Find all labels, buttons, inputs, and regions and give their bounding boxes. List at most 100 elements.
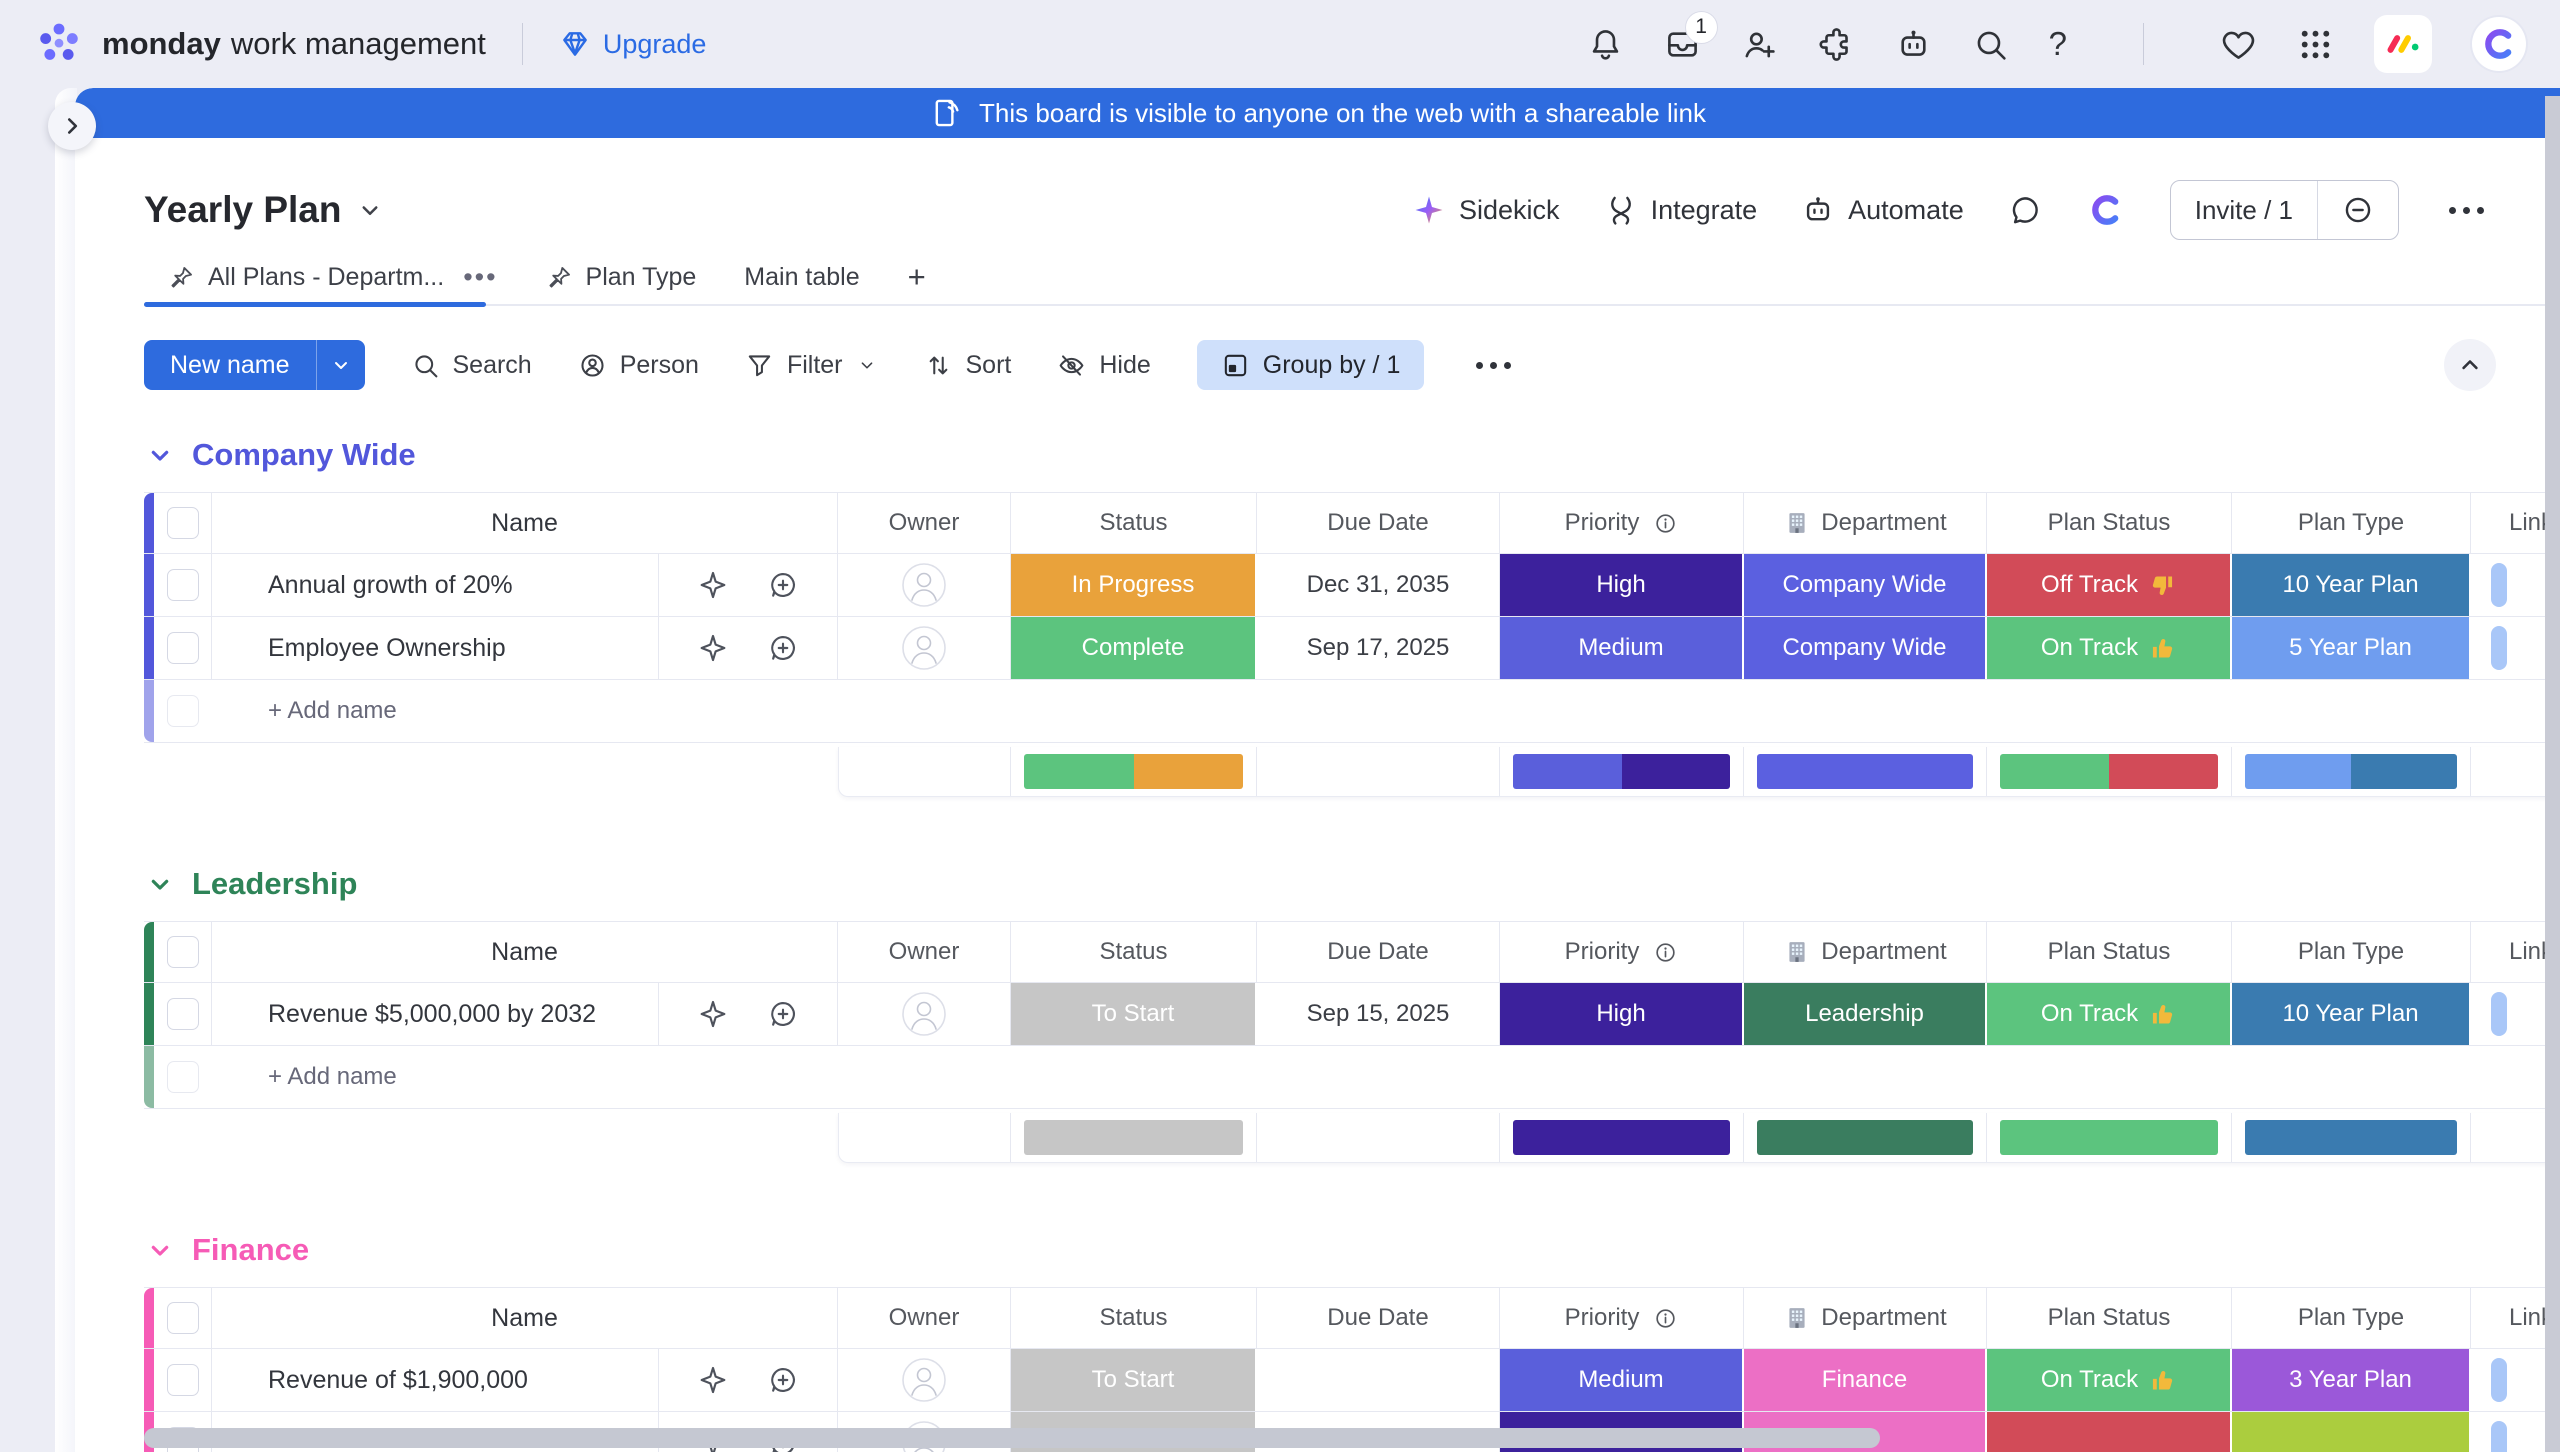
column-header-status[interactable]: Status (1011, 922, 1257, 982)
column-header-due-date[interactable]: Due Date (1257, 1288, 1500, 1348)
column-header-name[interactable]: Name (212, 493, 838, 553)
integrate-button[interactable]: Integrate (1604, 193, 1757, 227)
ai-sparkle-icon[interactable] (697, 1364, 729, 1396)
info-icon[interactable] (1653, 511, 1678, 536)
select-all-checkbox[interactable] (166, 507, 199, 539)
hide-tool[interactable]: Hide (1057, 351, 1151, 380)
link-button[interactable] (2491, 992, 2507, 1036)
tab-all-plans[interactable]: All Plans - Departm... ••• (144, 248, 522, 306)
apps-marketplace-button[interactable] (1818, 26, 1855, 63)
search-button[interactable] (1972, 26, 2009, 63)
whats-new-button[interactable] (2220, 26, 2257, 63)
column-header-priority[interactable]: Priority (1500, 922, 1744, 982)
status-cell[interactable]: To Start (1011, 983, 1257, 1045)
due-date-cell[interactable]: Sep 15, 2025 (1257, 983, 1500, 1045)
column-header-plan-type[interactable]: Plan Type (2232, 493, 2471, 553)
info-icon[interactable] (1653, 940, 1678, 965)
due-date-cell[interactable]: Sep 17, 2025 (1257, 617, 1500, 679)
new-item-button[interactable]: New name (170, 350, 290, 379)
group-collapse-icon[interactable] (144, 439, 176, 471)
board-menu-button[interactable] (2443, 201, 2490, 220)
status-cell[interactable]: Complete (1011, 617, 1257, 679)
column-header-priority[interactable]: Priority (1500, 1288, 1744, 1348)
add-view-button[interactable]: + (907, 259, 926, 294)
group-collapse-icon[interactable] (144, 868, 176, 900)
ai-sparkle-icon[interactable] (697, 632, 729, 664)
plan-type-cell[interactable] (2232, 1412, 2471, 1452)
column-header-name[interactable]: Name (212, 1288, 838, 1348)
owner-cell[interactable] (838, 1349, 1011, 1411)
add-update-icon[interactable] (767, 1364, 799, 1396)
column-header-plan-type[interactable]: Plan Type (2232, 922, 2471, 982)
item-name-cell[interactable]: Annual growth of 20% (212, 554, 838, 616)
horizontal-scrollbar[interactable] (144, 1428, 1880, 1448)
link-button[interactable] (2491, 626, 2507, 670)
due-date-cell[interactable] (1257, 1349, 1500, 1411)
column-header-plan-status[interactable]: Plan Status (1987, 922, 2232, 982)
owner-cell[interactable] (838, 554, 1011, 616)
column-header-department[interactable]: Department (1744, 922, 1987, 982)
status-cell[interactable]: In Progress (1011, 554, 1257, 616)
column-header-status[interactable]: Status (1011, 493, 1257, 553)
plan-type-cell[interactable]: 5 Year Plan (2232, 617, 2471, 679)
column-header-due-date[interactable]: Due Date (1257, 922, 1500, 982)
plan-status-cell[interactable]: On Track (1987, 983, 2232, 1045)
person-filter-tool[interactable]: Person (578, 351, 699, 380)
board-chat-button[interactable] (2008, 193, 2042, 227)
status-cell[interactable]: To Start (1011, 1349, 1257, 1411)
row-checkbox[interactable] (166, 998, 199, 1030)
ai-assistant-button[interactable] (1895, 26, 1932, 63)
monday-brand[interactable]: monday work management (34, 19, 486, 69)
column-header-due-date[interactable]: Due Date (1257, 493, 1500, 553)
department-cell[interactable]: Leadership (1744, 983, 1987, 1045)
column-header-owner[interactable]: Owner (838, 493, 1011, 553)
copy-link-button[interactable] (2318, 181, 2398, 239)
add-update-icon[interactable] (767, 569, 799, 601)
help-button[interactable]: ? (2049, 25, 2067, 63)
link-button[interactable] (2491, 563, 2507, 607)
group-title[interactable]: Leadership (144, 859, 2560, 909)
upgrade-button[interactable]: Upgrade (559, 28, 706, 60)
automate-button[interactable]: Automate (1801, 193, 1964, 227)
owner-cell[interactable] (838, 617, 1011, 679)
department-cell[interactable]: Company Wide (1744, 554, 1987, 616)
group-title[interactable]: Company Wide (144, 430, 2560, 480)
add-item-cell[interactable]: + Add name (212, 680, 838, 742)
plan-status-cell[interactable] (1987, 1412, 2232, 1452)
link-button[interactable] (2491, 1358, 2507, 1402)
group-collapse-icon[interactable] (144, 1234, 176, 1266)
add-update-icon[interactable] (767, 632, 799, 664)
toolbar-menu-button[interactable] (1470, 356, 1517, 375)
c-app-button[interactable] (2086, 190, 2126, 230)
board-title[interactable]: Yearly Plan (144, 189, 385, 231)
invite-members-button[interactable] (1741, 26, 1778, 63)
vertical-scrollbar[interactable] (2545, 96, 2560, 1452)
user-avatar[interactable] (2472, 17, 2526, 71)
link-button[interactable] (2491, 1421, 2507, 1452)
column-header-plan-status[interactable]: Plan Status (1987, 493, 2232, 553)
column-header-owner[interactable]: Owner (838, 1288, 1011, 1348)
item-name-cell[interactable]: Revenue $5,000,000 by 2032 (212, 983, 838, 1045)
notifications-button[interactable] (1587, 26, 1624, 63)
collapse-header-button[interactable] (2444, 339, 2496, 391)
row-checkbox[interactable] (166, 1364, 199, 1396)
due-date-cell[interactable]: Dec 31, 2035 (1257, 554, 1500, 616)
owner-cell[interactable] (838, 983, 1011, 1045)
plan-status-cell[interactable]: On Track (1987, 1349, 2232, 1411)
priority-cell[interactable]: Medium (1500, 1349, 1744, 1411)
plan-status-cell[interactable]: On Track (1987, 617, 2232, 679)
tab-menu-icon[interactable]: ••• (463, 261, 498, 292)
info-icon[interactable] (1653, 1306, 1678, 1331)
plan-type-cell[interactable]: 3 Year Plan (2232, 1349, 2471, 1411)
sidekick-button[interactable]: Sidekick (1412, 193, 1560, 227)
plan-type-cell[interactable]: 10 Year Plan (2232, 983, 2471, 1045)
expand-sidebar-button[interactable] (48, 102, 96, 150)
department-cell[interactable]: Finance (1744, 1349, 1987, 1411)
priority-cell[interactable]: High (1500, 983, 1744, 1045)
ai-sparkle-icon[interactable] (697, 998, 729, 1030)
plan-status-cell[interactable]: Off Track (1987, 554, 2232, 616)
row-checkbox[interactable] (167, 1061, 199, 1093)
ai-sparkle-icon[interactable] (697, 569, 729, 601)
add-update-icon[interactable] (767, 998, 799, 1030)
column-header-priority[interactable]: Priority (1500, 493, 1744, 553)
